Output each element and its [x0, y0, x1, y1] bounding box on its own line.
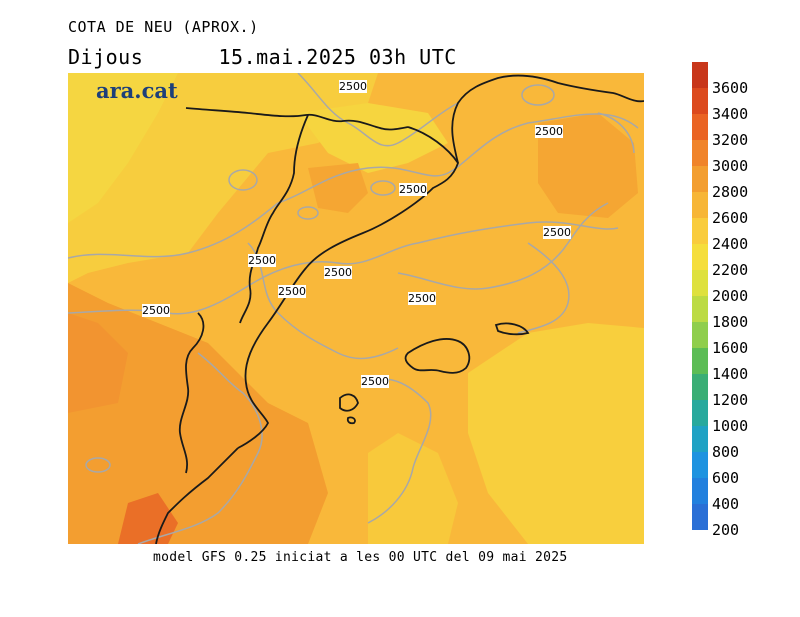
legend-label: 1000	[712, 417, 749, 435]
contour-label-text: 2500	[142, 304, 170, 317]
contour-label: 2500	[248, 254, 276, 267]
contour-label-text: 2500	[408, 292, 436, 305]
contour-labels: 2500 2500 2500 2500 2500 2500 2500 2500 …	[142, 80, 571, 388]
contour-label-text: 2500	[324, 266, 352, 279]
coastline-france	[451, 74, 644, 164]
legend-label: 1600	[712, 339, 749, 357]
island-menorca	[494, 322, 530, 336]
island-formentera	[346, 416, 356, 425]
coastlines-borders	[155, 74, 644, 544]
contour-label: 2500	[361, 375, 389, 388]
contour-label: 2500	[142, 304, 170, 317]
legend-swatch	[692, 140, 708, 166]
legend-label: 3600	[712, 79, 749, 97]
border-france-spain	[185, 107, 409, 131]
contour-line	[137, 352, 263, 544]
field-zone-south	[368, 433, 458, 544]
legend-swatch	[692, 400, 708, 426]
contour-loop	[85, 457, 111, 473]
contour-label-text: 2500	[278, 285, 306, 298]
legend-swatch	[692, 452, 708, 478]
contour-label: 2500	[278, 285, 306, 298]
contour-line	[297, 73, 459, 147]
legend-label: 600	[712, 469, 740, 487]
contour-loop	[228, 169, 258, 191]
contour-label-text: 2500	[339, 80, 367, 93]
contour-label-text: 2500	[535, 125, 563, 138]
legend-label: 1200	[712, 391, 749, 409]
contour-line	[367, 378, 432, 524]
field-zone-southeast	[468, 323, 644, 544]
contour-loop	[370, 180, 396, 196]
legend-label: 400	[712, 495, 740, 513]
legend-swatch	[692, 114, 708, 140]
legend-label: 1800	[712, 313, 749, 331]
contour-label: 2500	[324, 266, 352, 279]
contour-line	[597, 112, 635, 154]
legend-label: 1400	[712, 365, 749, 383]
contour-label-text: 2500	[399, 183, 427, 196]
legend-swatch	[692, 426, 708, 452]
legend-swatch	[692, 322, 708, 348]
legend-swatch	[692, 166, 708, 192]
field-zone-west-dark	[68, 313, 128, 413]
legend-label: 2600	[712, 209, 749, 227]
legend-swatch	[692, 244, 708, 270]
coastline-catalonia	[237, 126, 459, 449]
contour-line	[247, 242, 399, 360]
legend-swatch	[692, 296, 708, 322]
ara-cat-logo[interactable]: ara.cat	[96, 78, 178, 103]
contour-label: 2500	[535, 125, 563, 138]
field-zone-southwest	[68, 283, 328, 544]
forecast-day: Dijous	[68, 45, 144, 69]
legend-label: 3200	[712, 131, 749, 149]
contour-label-text: 2500	[361, 375, 389, 388]
chart-title: COTA DE NEU (APROX.)	[68, 18, 259, 36]
coastline-valencia	[155, 447, 239, 544]
island-mallorca	[404, 338, 471, 374]
forecast-datetime: Dijous 15.mai.2025 03h UTC	[68, 45, 457, 69]
legend-label: 3400	[712, 105, 749, 123]
contour-label: 2500	[399, 183, 427, 196]
forecast-time: 15.mai.2025 03h UTC	[218, 45, 457, 69]
legend-swatch	[692, 374, 708, 400]
border-aragon-valencia	[178, 312, 205, 474]
contour-line	[397, 202, 609, 290]
contour-label: 2500	[408, 292, 436, 305]
legend-label: 2200	[712, 261, 749, 279]
legend-label: 2800	[712, 183, 749, 201]
border-catalonia-aragon	[239, 114, 309, 324]
map-canvas: 2500 2500 2500 2500 2500 2500 2500 2500 …	[68, 73, 644, 544]
legend-swatch	[692, 348, 708, 374]
legend-label: 2000	[712, 287, 749, 305]
model-info: model GFS 0.25 iniciat a les 00 UTC del …	[153, 550, 568, 565]
legend-label: 200	[712, 521, 740, 539]
contour-loop	[297, 206, 319, 220]
contour-label-text: 2500	[543, 226, 571, 239]
contour-lines	[68, 73, 639, 544]
legend-swatch	[692, 218, 708, 244]
contour-label-text: 2500	[248, 254, 276, 267]
legend-swatch	[692, 62, 708, 88]
snow-level-map: 2500 2500 2500 2500 2500 2500 2500 2500 …	[68, 73, 644, 544]
legend-swatch	[692, 504, 708, 530]
legend-label: 3000	[712, 157, 749, 175]
contour-line	[68, 113, 639, 259]
contour-loop	[521, 84, 555, 106]
legend-swatch	[692, 192, 708, 218]
field-zone-northwest-light	[68, 73, 178, 223]
legend-swatch	[692, 88, 708, 114]
contour-label: 2500	[543, 226, 571, 239]
island-ibiza	[339, 393, 359, 412]
field-zone-southwest-dark	[118, 493, 178, 544]
legend-label: 800	[712, 443, 740, 461]
legend-swatch	[692, 270, 708, 296]
field-zone-central	[308, 163, 368, 213]
contour-label: 2500	[339, 80, 367, 93]
legend-label: 2400	[712, 235, 749, 253]
field-zone-northeast	[538, 113, 638, 218]
legend-swatch	[692, 478, 708, 504]
contour-line	[517, 242, 570, 334]
